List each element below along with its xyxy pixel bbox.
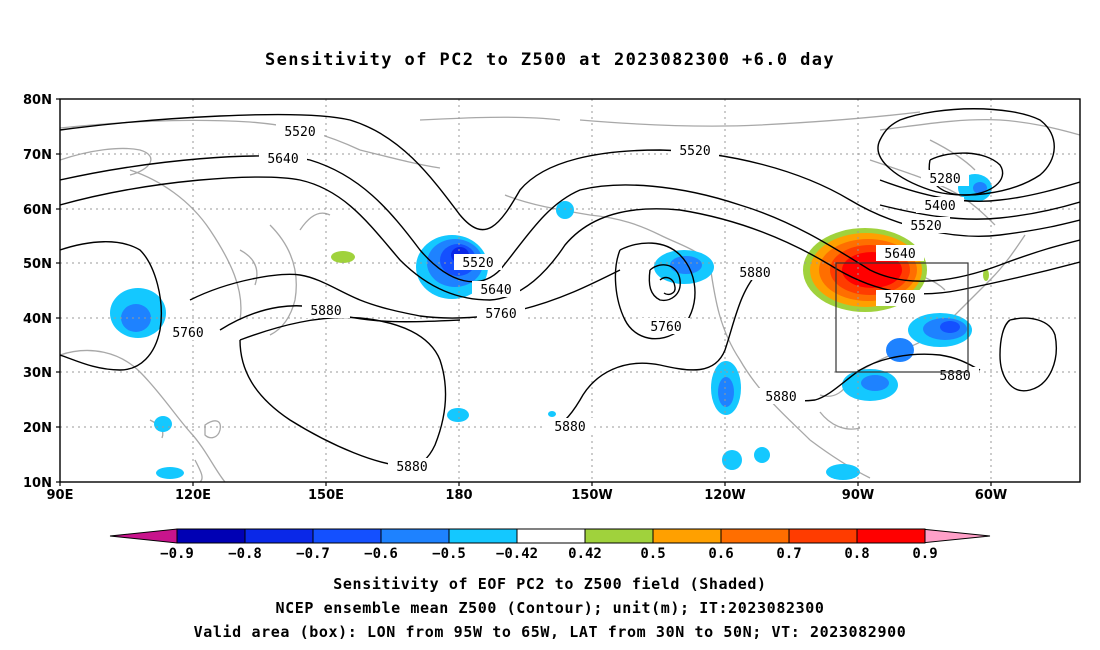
colorbar-cell	[856, 528, 926, 544]
contour-label-5760: 5760	[172, 326, 203, 341]
colorbar-cell	[176, 528, 246, 544]
longitude-labels: 90E 120E 150E 180 150W 120W 90W 60W	[47, 488, 1008, 503]
lon-label: 150E	[308, 488, 344, 503]
contour-label-5520: 5520	[284, 125, 315, 140]
lat-label: 50N	[23, 257, 52, 272]
colorbar-cell	[652, 528, 722, 544]
page-title: Sensitivity of PC2 to Z500 at 2023082300…	[264, 50, 836, 70]
lat-label: 20N	[23, 421, 52, 436]
lon-label: 90E	[47, 488, 74, 503]
contour-label-5520: 5520	[679, 144, 710, 159]
lon-label: 180	[445, 488, 472, 503]
contour-label-5880: 5880	[396, 460, 427, 475]
contour-label-5880: 5880	[739, 266, 770, 281]
lon-label: 120W	[704, 488, 745, 503]
caption-line-2: NCEP ensemble mean Z500 (Contour); unit(…	[275, 599, 825, 617]
contour-label-5640: 5640	[480, 283, 511, 298]
lon-label: 60W	[975, 488, 1007, 503]
lat-label: 80N	[23, 93, 52, 108]
lon-label: 150W	[571, 488, 612, 503]
colorbar-label: −0.8	[228, 546, 262, 562]
map-frame	[56, 98, 1081, 486]
caption-line-3: Valid area (box): LON from 95W to 65W, L…	[193, 623, 907, 641]
lat-label: 10N	[23, 476, 52, 491]
colorbar-cell	[788, 528, 858, 544]
colorbar-label: 0.9	[912, 546, 937, 562]
z500-contours	[60, 108, 1080, 467]
colorbar-cell	[516, 528, 586, 544]
contour-label-5520: 5520	[462, 256, 493, 271]
valid-area-box	[835, 262, 969, 373]
colorbar-label: −0.6	[364, 546, 398, 562]
contour-label-5760: 5760	[485, 307, 516, 322]
colorbar-label: −0.7	[296, 546, 330, 562]
colorbar-label: 0.42	[568, 546, 602, 562]
colorbar-cell	[244, 528, 314, 544]
colorbar-label: −0.5	[432, 546, 466, 562]
contour-label-5880: 5880	[765, 390, 796, 405]
colorbar-label: 0.5	[640, 546, 665, 562]
contour-labels: 5520 5640 5520 5520 5640 5760 5760 5760 …	[164, 123, 979, 475]
contour-label-5520: 5520	[910, 219, 941, 234]
contour-label-5640: 5640	[884, 247, 915, 262]
contour-label-5280: 5280	[929, 172, 960, 187]
colorbar-cell	[312, 528, 382, 544]
contour-label-5880: 5880	[939, 369, 970, 384]
colorbar-cell	[448, 528, 518, 544]
colorbar-cell	[380, 528, 450, 544]
colorbar: −0.9 −0.8 −0.7 −0.6 −0.5 −0.42 0.42 0.5 0.6 0.7 0.…	[109, 528, 991, 562]
contour-label-5400: 5400	[924, 199, 955, 214]
latitude-labels: 80N 70N 60N 50N 40N 30N 20N 10N	[23, 93, 52, 491]
lat-label: 30N	[23, 366, 52, 381]
contour-label-5880: 5880	[554, 420, 585, 435]
contour-label-5640: 5640	[267, 152, 298, 167]
colorbar-label: 0.7	[776, 546, 801, 562]
colorbar-label: 0.6	[708, 546, 733, 562]
lat-label: 60N	[23, 203, 52, 218]
contour-label-5880: 5880	[310, 304, 341, 319]
lon-label: 90W	[842, 488, 874, 503]
colorbar-cell	[720, 528, 790, 544]
caption-line-1: Sensitivity of EOF PC2 to Z500 field (Sh…	[333, 575, 767, 593]
colorbar-label: −0.9	[160, 546, 194, 562]
colorbar-label: −0.42	[496, 546, 538, 562]
lat-label: 70N	[23, 148, 52, 163]
contour-label-5760: 5760	[884, 292, 915, 307]
colorbar-low-end	[109, 528, 178, 544]
contour-label-5760: 5760	[650, 320, 681, 335]
colorbar-label: 0.8	[844, 546, 869, 562]
lon-label: 120E	[175, 488, 211, 503]
colorbar-cell	[584, 528, 654, 544]
colorbar-high-end	[920, 528, 991, 544]
lat-label: 40N	[23, 312, 52, 327]
sensitivity-shading	[110, 174, 992, 480]
colorbar-cells	[176, 528, 926, 544]
colorbar-labels: −0.9 −0.8 −0.7 −0.6 −0.5 −0.42 0.42 0.5 0.6 0.7 0.…	[160, 546, 938, 562]
